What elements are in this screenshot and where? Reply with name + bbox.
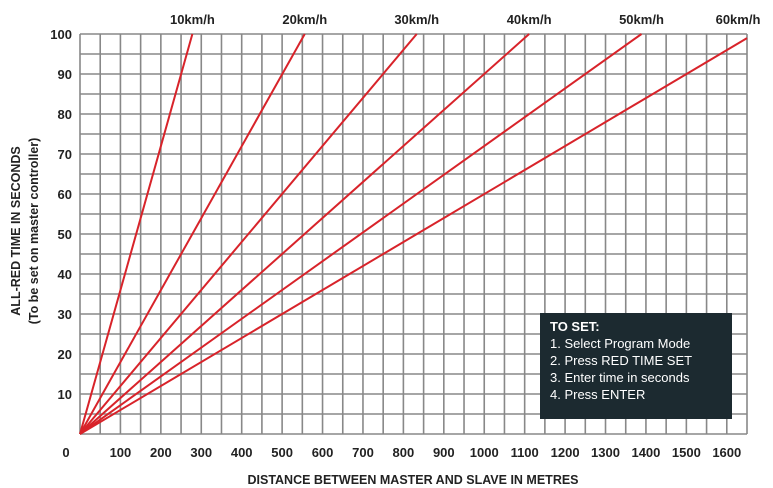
y-tick-label: 60 bbox=[58, 187, 72, 202]
x-tick-label: 1000 bbox=[470, 445, 499, 460]
instruction-step-3: 3. Enter time in seconds bbox=[550, 370, 690, 385]
x-tick-label: 1100 bbox=[511, 445, 539, 460]
series-labels: 10km/h 20km/h 30km/h 40km/h 50km/h 60km/h bbox=[170, 12, 760, 27]
y-tick-label: 30 bbox=[58, 307, 72, 322]
instruction-step-1: 1. Select Program Mode bbox=[550, 336, 691, 351]
series-label-20km/h: 20km/h bbox=[282, 12, 327, 27]
instruction-step-2: 2. Press RED TIME SET bbox=[550, 353, 693, 368]
y-tick-label: 100 bbox=[50, 27, 72, 42]
y-tick-label: 10 bbox=[58, 387, 72, 402]
tick-labels: 0 100 200 300 400 500 600 700 800 900 1000 1100 1200… bbox=[50, 27, 741, 460]
x-tick-label: 1300 bbox=[591, 445, 620, 460]
series-line-10km/h bbox=[79, 33, 194, 435]
y-axis-title: ALL-RED TIME IN SECONDS bbox=[9, 146, 23, 315]
series-line-50km/h bbox=[79, 33, 643, 435]
series-line-60km/h bbox=[79, 37, 748, 435]
series-line-20km/h bbox=[79, 33, 306, 435]
series-label-50km/h: 50km/h bbox=[619, 12, 664, 27]
series-label-10km/h: 10km/h bbox=[170, 12, 215, 27]
y-tick-label: 20 bbox=[58, 347, 72, 362]
series-line-40km/h bbox=[79, 33, 530, 435]
x-tick-label: 1600 bbox=[712, 445, 741, 460]
series-label-60km/h: 60km/h bbox=[716, 12, 761, 27]
instructions-box: TO SET: 1. Select Program Mode 2. Press … bbox=[540, 313, 732, 419]
y-tick-label: 90 bbox=[58, 67, 72, 82]
x-tick-label: 0 bbox=[62, 445, 69, 460]
x-tick-label: 1200 bbox=[551, 445, 580, 460]
x-tick-label: 900 bbox=[433, 445, 455, 460]
x-axis-title: DISTANCE BETWEEN MASTER AND SLAVE IN MET… bbox=[247, 473, 578, 487]
y-tick-label: 40 bbox=[58, 267, 72, 282]
series-label-30km/h: 30km/h bbox=[394, 12, 439, 27]
y-axis-subtitle: (To be set on master controller) bbox=[27, 138, 41, 325]
x-tick-label: 200 bbox=[150, 445, 172, 460]
y-tick-label: 80 bbox=[58, 107, 72, 122]
x-tick-label: 100 bbox=[110, 445, 132, 460]
x-tick-label: 300 bbox=[190, 445, 212, 460]
series-line-30km/h bbox=[79, 33, 418, 435]
x-tick-label: 1400 bbox=[631, 445, 660, 460]
series-lines bbox=[79, 33, 748, 435]
instruction-step-4: 4. Press ENTER bbox=[550, 387, 646, 402]
instructions-title: TO SET: bbox=[550, 319, 600, 334]
series-label-40km/h: 40km/h bbox=[507, 12, 552, 27]
x-tick-label: 600 bbox=[312, 445, 334, 460]
y-tick-label: 70 bbox=[58, 147, 72, 162]
y-tick-label: 50 bbox=[58, 227, 72, 242]
x-tick-label: 500 bbox=[271, 445, 293, 460]
x-tick-label: 1500 bbox=[672, 445, 701, 460]
x-tick-label: 700 bbox=[352, 445, 374, 460]
x-tick-label: 800 bbox=[393, 445, 415, 460]
x-tick-label: 400 bbox=[231, 445, 253, 460]
